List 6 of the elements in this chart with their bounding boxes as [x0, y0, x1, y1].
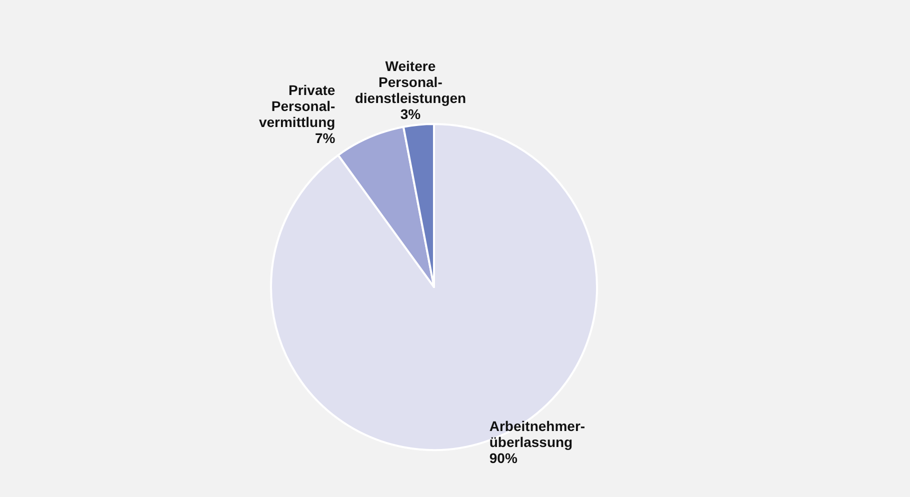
data-label: 7% [314, 130, 336, 146]
data-label: 90% [489, 450, 518, 466]
slice-label: Private Personal-vermittlung [258, 82, 336, 130]
slice-label: Arbeitnehmer-überlassung [489, 418, 586, 450]
slice-label: Weitere Personal-dienstleistungen [354, 58, 466, 106]
data-label: 3% [400, 106, 422, 122]
